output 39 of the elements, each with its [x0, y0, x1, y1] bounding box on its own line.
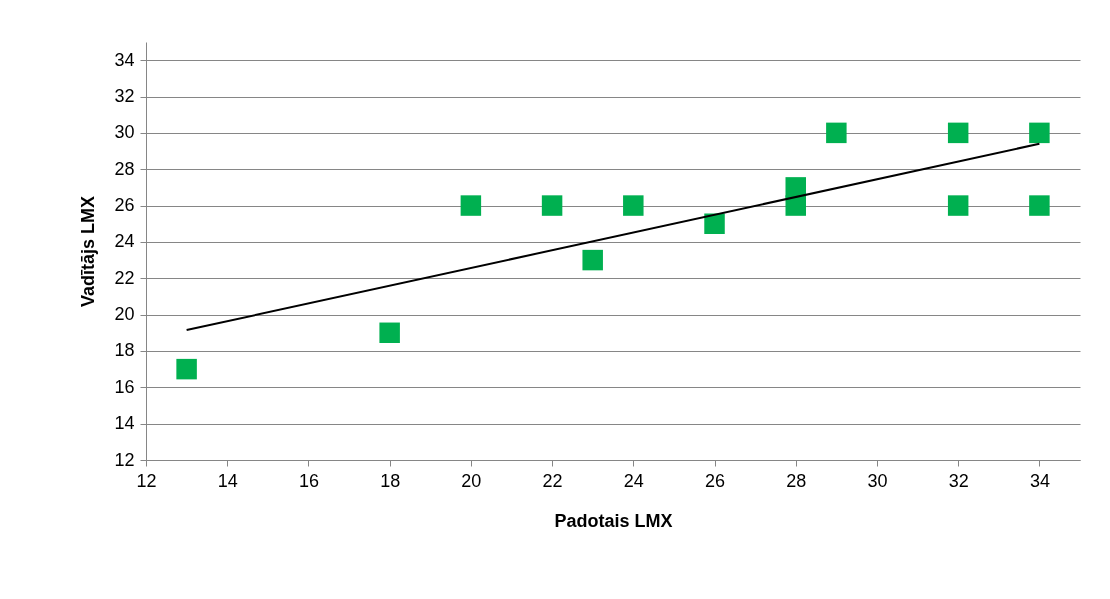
x-tick-label: 12	[136, 470, 157, 491]
y-axis-title: Vadītājs LMX	[78, 195, 99, 308]
x-tick-label: 28	[786, 470, 807, 491]
x-tick-label: 22	[542, 470, 563, 491]
point	[379, 322, 400, 344]
point	[541, 195, 563, 216]
x-axis-title: Padotais LMX	[554, 510, 673, 531]
x-tick-label: 30	[867, 470, 888, 491]
y-tick-label: 22	[114, 267, 135, 288]
x-tick-label: 24	[623, 470, 644, 491]
y-tick-label: 12	[114, 449, 135, 470]
y-tick-label: 20	[114, 304, 135, 325]
y-tick-label: 16	[114, 376, 135, 397]
point	[176, 358, 197, 380]
y-tick-label: 24	[114, 231, 135, 252]
point	[1029, 122, 1050, 144]
point	[947, 195, 969, 216]
y-tick-label: 32	[114, 86, 135, 107]
point	[785, 195, 806, 216]
point	[704, 213, 725, 234]
point	[623, 195, 644, 216]
x-tick-label: 18	[380, 470, 401, 491]
point	[826, 122, 847, 144]
x-tick-label: 20	[461, 470, 482, 491]
x-tick-label: 16	[298, 470, 319, 491]
point	[582, 249, 603, 271]
x-tick-label: 26	[705, 470, 726, 491]
y-tick-label: 34	[114, 49, 135, 70]
y-tick-label: 28	[114, 158, 135, 179]
point	[1029, 195, 1050, 216]
y-tick-label: 30	[114, 122, 135, 143]
point	[460, 195, 482, 216]
x-tick-label: 14	[217, 470, 238, 491]
y-tick-label: 26	[114, 195, 135, 216]
point	[947, 122, 969, 144]
y-tick-label: 18	[114, 340, 135, 361]
y-tick-label: 14	[114, 413, 135, 434]
x-tick-label: 34	[1029, 470, 1050, 491]
x-tick-label: 32	[948, 470, 969, 491]
